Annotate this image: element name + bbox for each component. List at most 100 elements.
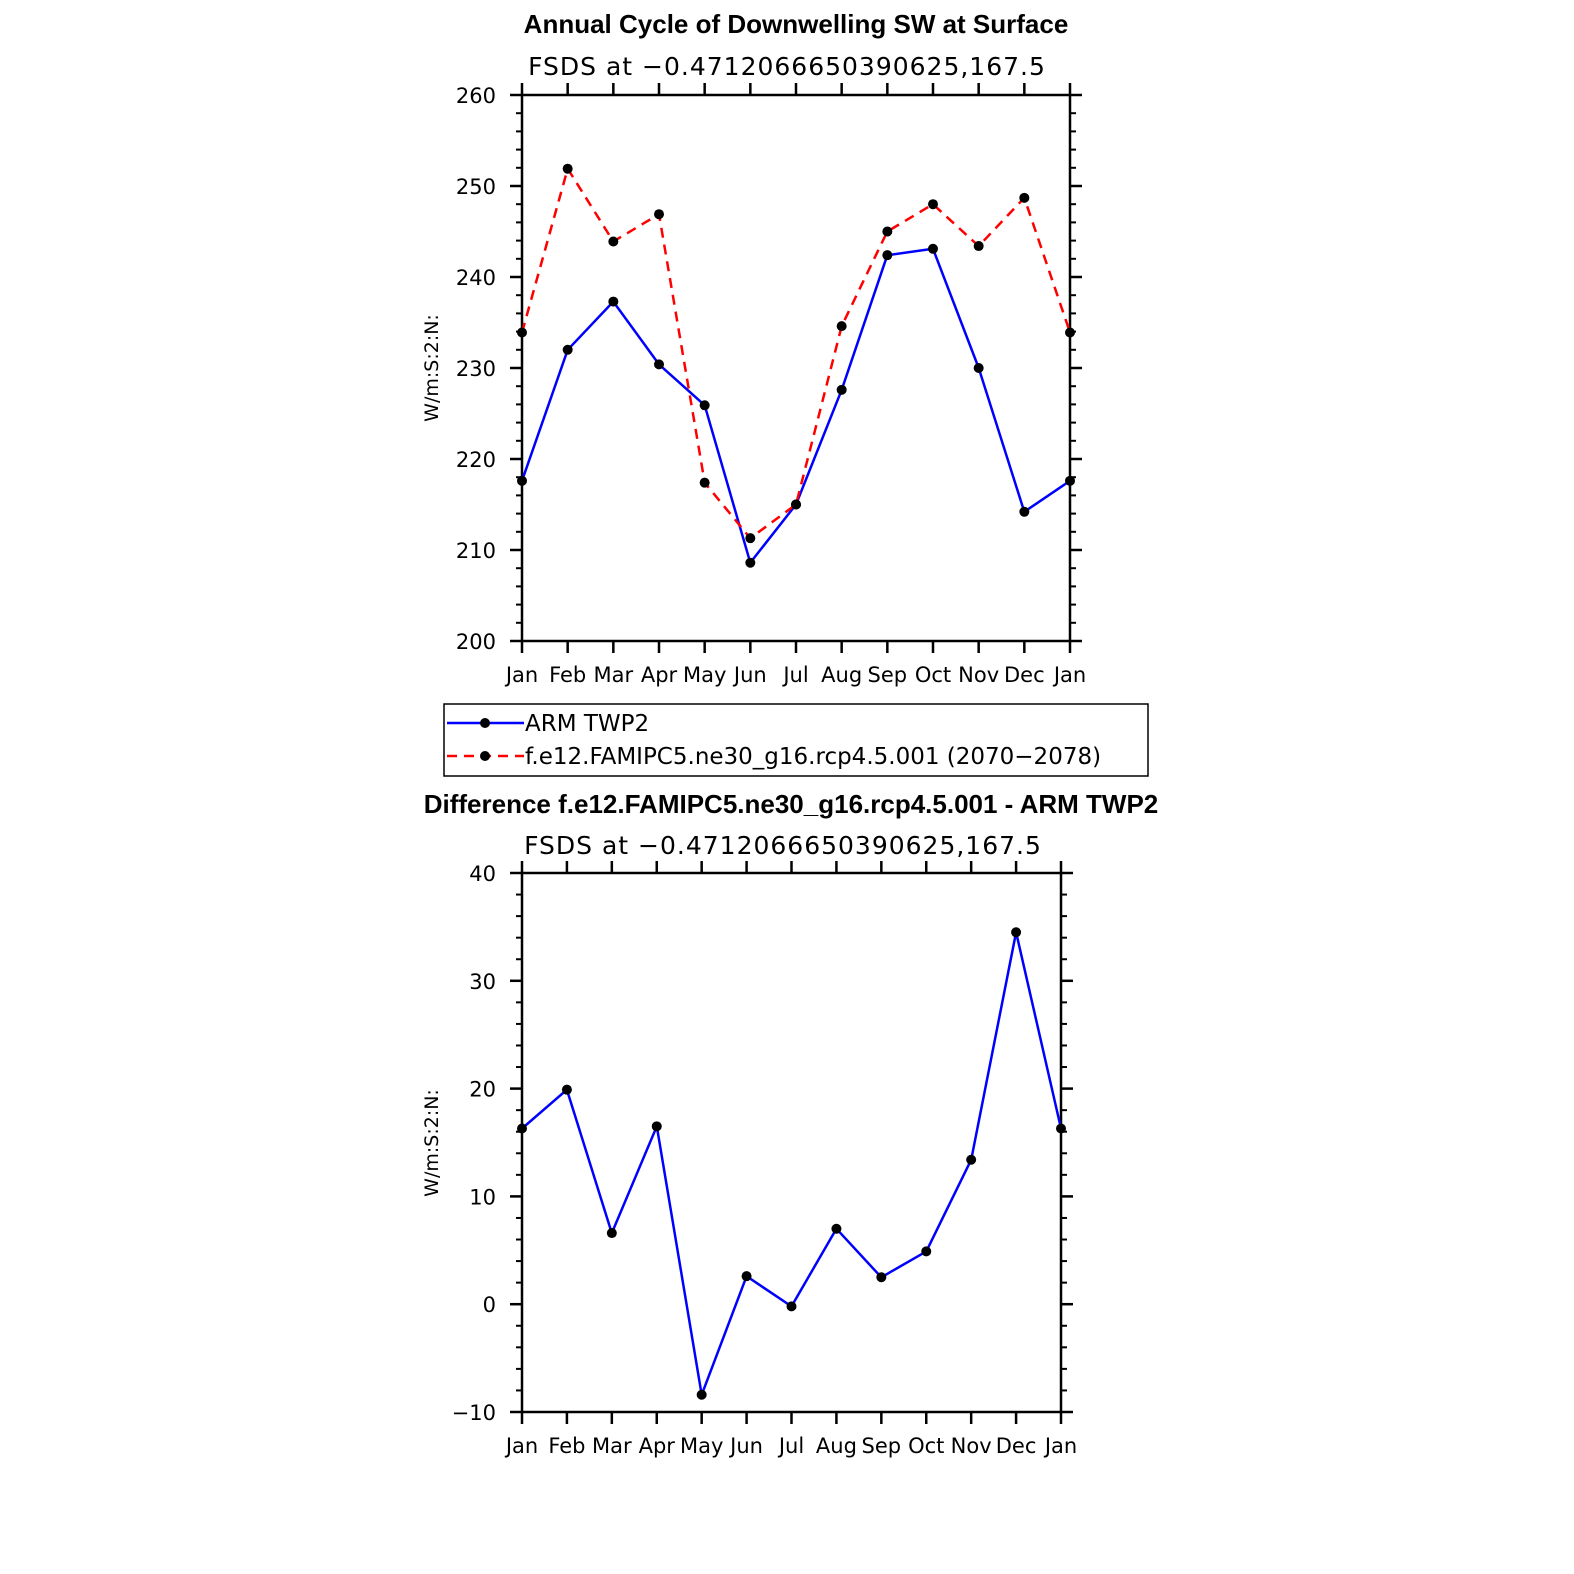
x-tick-label: Nov <box>958 663 999 687</box>
x-tick-label: Dec <box>1004 663 1045 687</box>
x-tick-label: May <box>680 1434 723 1458</box>
y-tick-label: 260 <box>456 84 496 108</box>
series-lines <box>521 931 1063 1397</box>
data-point <box>876 1272 887 1283</box>
x-tick-label: Nov <box>951 1434 992 1458</box>
legend-box <box>443 703 1149 777</box>
x-tick-label: Oct <box>908 1434 944 1458</box>
data-point <box>928 243 938 254</box>
data-point <box>561 1084 572 1095</box>
x-tick-labels: Jan Feb Mar Apr May Jun Jul Aug Sep Oct Nov Dec Jan <box>504 1434 1077 1458</box>
legend-marker-arm <box>480 718 490 728</box>
chart-title: Annual Cycle of Downwelling SW at Surfac… <box>524 9 1069 39</box>
data-point <box>1065 475 1075 486</box>
x-tick-label: Jan <box>504 1434 538 1458</box>
plot-frame <box>520 871 1063 1414</box>
x-tick-label: Jan <box>1043 1434 1077 1458</box>
x-tick-label: Jun <box>732 663 767 687</box>
y-axis-label: W/m:S:2:N: <box>421 1089 443 1197</box>
data-point <box>606 1228 617 1239</box>
data-point <box>745 557 756 568</box>
y-tick-label: −10 <box>452 1401 496 1425</box>
x-tick-label: Aug <box>816 1434 857 1458</box>
data-point <box>1019 506 1030 517</box>
x-tick-label: Jan <box>504 663 538 687</box>
y-tick-labels: −10 0 10 20 30 40 <box>452 862 496 1425</box>
data-point <box>562 163 573 174</box>
y-tick-label: 210 <box>456 539 496 563</box>
x-tick-label: May <box>683 663 726 687</box>
data-point <box>745 533 756 544</box>
data-point <box>882 250 893 261</box>
data-point <box>1011 927 1022 938</box>
data-point <box>786 1301 797 1312</box>
legend: ARM TWP2 f.e12.FAMIPC5.ne30_g16.rcp4.5.0… <box>443 703 1149 777</box>
x-tick-label: Sep <box>868 663 908 687</box>
x-tick-label: Mar <box>592 1434 632 1458</box>
y-tick-label: 40 <box>469 862 496 886</box>
x-tick-label: Sep <box>862 1434 902 1458</box>
data-point <box>836 321 847 332</box>
data-point <box>608 296 619 307</box>
data-point <box>651 1121 662 1132</box>
x-tick-label: Jul <box>781 663 808 687</box>
series-points <box>517 163 1075 568</box>
axis-ticks <box>510 83 1082 653</box>
x-tick-label: Apr <box>641 663 678 687</box>
series-line <box>520 167 1072 540</box>
x-tick-label: Jun <box>728 1434 763 1458</box>
data-point <box>966 1154 977 1165</box>
y-tick-label: 20 <box>469 1078 496 1102</box>
legend-label-model: f.e12.FAMIPC5.ne30_g16.rcp4.5.001 (2070−… <box>525 744 1101 770</box>
series-points <box>517 927 1066 1400</box>
data-point <box>696 1389 707 1400</box>
chart-subtitle: FSDS at −0.4712066650390625,167.5 <box>528 52 1046 81</box>
y-tick-label: 250 <box>456 175 496 199</box>
y-tick-label: 240 <box>456 266 496 290</box>
series-line <box>520 247 1071 564</box>
data-point <box>973 363 984 373</box>
data-point <box>928 199 938 210</box>
data-point <box>882 226 893 237</box>
data-point <box>562 344 573 355</box>
y-tick-label: 0 <box>483 1293 496 1317</box>
data-point <box>517 1123 527 1134</box>
x-tick-label: Jul <box>777 1434 804 1458</box>
plot-frame <box>520 93 1072 643</box>
x-tick-label: Feb <box>549 663 586 687</box>
data-point <box>654 209 664 220</box>
y-tick-label: 10 <box>469 1185 496 1209</box>
x-tick-label: Dec <box>996 1434 1037 1458</box>
y-tick-labels: 200 210 220 230 240 250 260 <box>456 84 496 654</box>
data-point <box>741 1271 752 1282</box>
series-line <box>521 931 1063 1397</box>
axis-ticks <box>510 861 1073 1424</box>
y-tick-label: 220 <box>456 448 496 472</box>
y-tick-label: 230 <box>456 357 496 381</box>
x-tick-label: Oct <box>915 663 951 687</box>
data-point <box>1065 327 1075 338</box>
x-tick-label: Mar <box>594 663 634 687</box>
x-tick-labels: Jan Feb Mar Apr May Jun Jul Aug Sep Oct Nov Dec Jan <box>504 663 1086 687</box>
data-point <box>973 241 984 252</box>
data-point <box>699 400 710 411</box>
chart-subtitle: FSDS at −0.4712066650390625,167.5 <box>524 831 1042 860</box>
data-point <box>836 384 847 395</box>
legend-label-arm: ARM TWP2 <box>525 711 649 737</box>
data-point <box>654 359 664 370</box>
data-point <box>517 475 527 486</box>
data-point <box>1019 192 1030 203</box>
x-tick-label: Apr <box>639 1434 676 1458</box>
legend-marker-model <box>480 751 490 761</box>
y-tick-label: 30 <box>469 970 496 994</box>
y-tick-label: 200 <box>456 630 496 654</box>
data-point <box>831 1223 842 1234</box>
data-point <box>517 327 527 338</box>
data-point <box>921 1246 932 1257</box>
data-point <box>791 499 801 510</box>
difference-panel: Difference f.e12.FAMIPC5.ne30_g16.rcp4.5… <box>421 789 1158 1458</box>
annual-cycle-panel: Annual Cycle of Downwelling SW at Surfac… <box>421 9 1149 777</box>
chart-title: Difference f.e12.FAMIPC5.ne30_g16.rcp4.5… <box>424 789 1159 819</box>
data-point <box>699 477 710 488</box>
